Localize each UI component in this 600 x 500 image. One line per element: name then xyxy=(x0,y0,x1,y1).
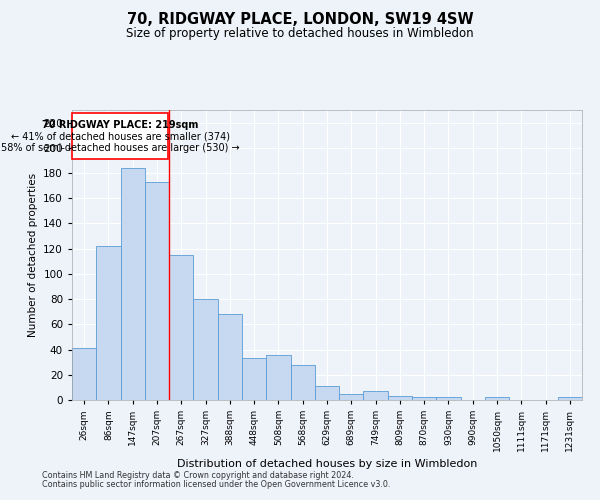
Bar xyxy=(121,168,145,400)
Text: Contains public sector information licensed under the Open Government Licence v3: Contains public sector information licen… xyxy=(42,480,391,489)
Bar xyxy=(412,398,436,400)
Text: ← 41% of detached houses are smaller (374): ← 41% of detached houses are smaller (37… xyxy=(11,132,230,141)
Bar xyxy=(364,391,388,400)
Y-axis label: Number of detached properties: Number of detached properties xyxy=(28,173,38,337)
Text: 58% of semi-detached houses are larger (530) →: 58% of semi-detached houses are larger (… xyxy=(1,143,239,153)
Bar xyxy=(436,398,461,400)
Bar xyxy=(315,386,339,400)
Text: 70, RIDGWAY PLACE, LONDON, SW19 4SW: 70, RIDGWAY PLACE, LONDON, SW19 4SW xyxy=(127,12,473,28)
Bar xyxy=(96,246,121,400)
Bar xyxy=(558,398,582,400)
Text: Contains HM Land Registry data © Crown copyright and database right 2024.: Contains HM Land Registry data © Crown c… xyxy=(42,471,354,480)
Bar xyxy=(485,398,509,400)
Bar xyxy=(290,364,315,400)
X-axis label: Distribution of detached houses by size in Wimbledon: Distribution of detached houses by size … xyxy=(177,460,477,469)
Bar xyxy=(169,255,193,400)
Bar xyxy=(218,314,242,400)
Bar xyxy=(72,348,96,400)
Text: Size of property relative to detached houses in Wimbledon: Size of property relative to detached ho… xyxy=(126,28,474,40)
Text: 70 RIDGWAY PLACE: 219sqm: 70 RIDGWAY PLACE: 219sqm xyxy=(42,120,199,130)
Bar xyxy=(266,354,290,400)
Bar xyxy=(388,396,412,400)
Bar xyxy=(242,358,266,400)
Bar xyxy=(145,182,169,400)
Bar xyxy=(73,112,168,159)
Bar xyxy=(193,299,218,400)
Bar xyxy=(339,394,364,400)
